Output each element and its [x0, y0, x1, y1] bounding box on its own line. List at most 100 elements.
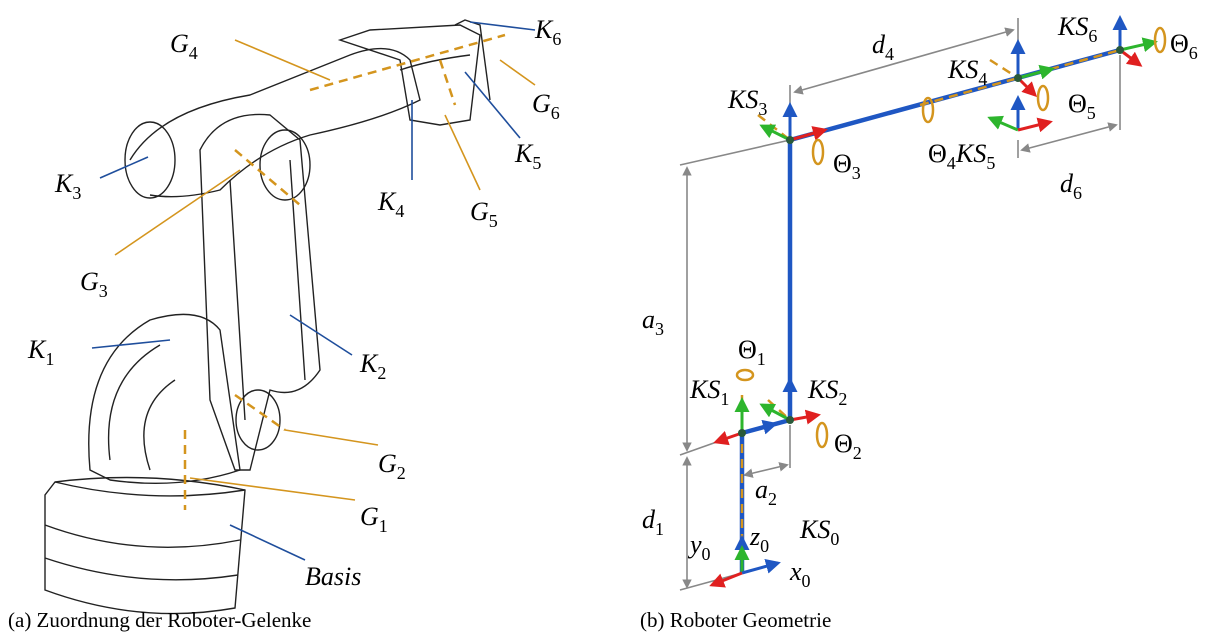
label-sub: 1	[45, 349, 54, 369]
label-sub: 0	[702, 544, 711, 564]
right-label: KS2	[807, 375, 847, 409]
label-main: KS	[955, 139, 986, 168]
label-main: KS	[1057, 12, 1088, 41]
right-label: KS5	[955, 139, 995, 173]
label-main: KS	[807, 375, 838, 404]
label-sub: 2	[377, 363, 386, 383]
label-sub: 3	[852, 163, 861, 183]
label-main: K	[377, 187, 397, 216]
label-sub: 5	[532, 153, 541, 173]
right-label: d1	[642, 505, 664, 539]
figure: (a) Zuordnung der Roboter-Gelenke (b) Ro…	[0, 0, 1223, 637]
label-main: KS	[947, 55, 978, 84]
label-main: G	[80, 267, 99, 296]
label-main: a	[755, 475, 768, 504]
label-main: G	[170, 29, 189, 58]
label-main: K	[534, 15, 554, 44]
label-sub: 5	[489, 211, 498, 231]
label-sub: 2	[768, 489, 777, 509]
label-sub: 5	[986, 153, 995, 173]
label-main: Basis	[305, 562, 361, 591]
right-label: a3	[642, 305, 664, 339]
label-main: Θ	[1170, 29, 1189, 58]
label-sub: 4	[947, 153, 956, 173]
left-label: K2	[359, 349, 386, 383]
label-sub: 6	[1189, 43, 1198, 63]
left-label: K5	[514, 139, 541, 173]
label-sub: 2	[838, 389, 847, 409]
label-sub: 4	[978, 69, 987, 89]
right-label: d4	[872, 30, 894, 64]
right-label: a2	[755, 475, 777, 509]
caption-left: (a) Zuordnung der Roboter-Gelenke	[8, 608, 311, 632]
right-label: KS0	[799, 515, 839, 549]
label-main: a	[642, 305, 655, 334]
label-main: d	[642, 505, 656, 534]
right-label: Θ4	[928, 139, 956, 173]
label-main: Θ	[738, 335, 757, 364]
label-sub: 2	[397, 463, 406, 483]
label-main: K	[359, 349, 379, 378]
label-sub: 2	[853, 443, 862, 463]
joint-axes	[185, 35, 505, 510]
left-label: Basis	[305, 562, 361, 591]
caption-right: (b) Roboter Geometrie	[640, 608, 831, 632]
right-label: d6	[1060, 169, 1082, 203]
label-main: KS	[799, 515, 830, 544]
right-label: Θ3	[833, 149, 861, 183]
label-main: KS	[689, 375, 720, 404]
label-sub: 4	[189, 43, 198, 63]
label-sub: 3	[99, 281, 108, 301]
right-label: Θ5	[1068, 89, 1096, 123]
left-label: G4	[170, 29, 198, 63]
right-label: Θ2	[834, 429, 862, 463]
right-label: x0	[789, 557, 811, 591]
left-label: K3	[54, 169, 81, 203]
label-main: G	[532, 89, 551, 118]
label-main: K	[514, 139, 534, 168]
label-main: Θ	[1068, 89, 1087, 118]
right-label: y0	[687, 530, 711, 564]
label-sub: 1	[379, 516, 388, 536]
label-main: K	[27, 335, 47, 364]
label-sub: 1	[757, 349, 766, 369]
left-label: G5	[470, 197, 498, 231]
right-label: KS4	[947, 55, 987, 89]
label-main: G	[470, 197, 489, 226]
label-main: z	[749, 522, 760, 551]
left-label: G6	[532, 89, 560, 123]
label-sub: 5	[1087, 103, 1096, 123]
left-label: G3	[80, 267, 108, 301]
label-main: y	[687, 530, 702, 559]
left-label: K4	[377, 187, 404, 221]
right-label: z0	[749, 522, 769, 556]
right-label: Θ1	[738, 335, 766, 369]
label-sub: 3	[655, 319, 664, 339]
right-label: Θ6	[1170, 29, 1198, 63]
label-main: KS	[727, 85, 758, 114]
label-sub: 0	[802, 571, 811, 591]
label-sub: 6	[551, 103, 560, 123]
label-main: Θ	[833, 149, 852, 178]
label-sub: 1	[720, 389, 729, 409]
label-main: K	[54, 169, 74, 198]
right-label: KS3	[727, 85, 767, 119]
robot-sketch	[45, 20, 490, 614]
label-sub: 4	[395, 201, 404, 221]
label-main: d	[872, 30, 886, 59]
label-sub: 6	[1088, 26, 1097, 46]
label-sub: 3	[758, 99, 767, 119]
right-label: KS1	[689, 375, 729, 409]
label-sub: 0	[830, 529, 839, 549]
label-main: Θ	[928, 139, 947, 168]
left-label: G2	[378, 449, 406, 483]
label-main: G	[360, 502, 379, 531]
label-sub: 4	[885, 44, 894, 64]
label-sub: 1	[655, 519, 664, 539]
label-main: x	[789, 557, 802, 586]
label-sub: 6	[552, 29, 561, 49]
left-label: K1	[27, 335, 54, 369]
label-sub: 0	[760, 536, 769, 556]
label-sub: 3	[72, 183, 81, 203]
label-main: G	[378, 449, 397, 478]
